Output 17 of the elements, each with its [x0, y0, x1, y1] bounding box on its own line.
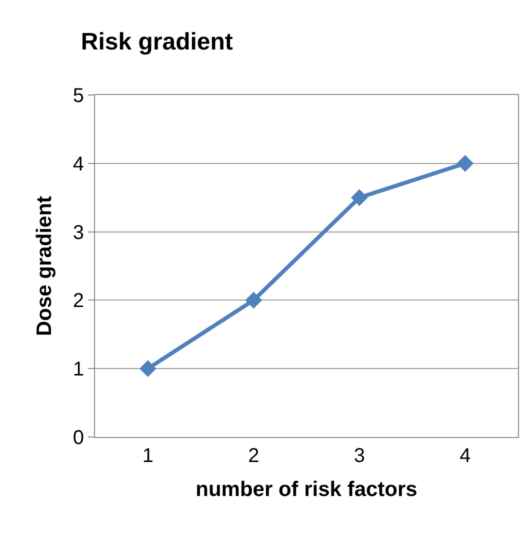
- chart-title: Risk gradient: [80, 28, 233, 56]
- y-tick-label: 5: [72, 85, 84, 107]
- point: [139, 360, 156, 378]
- point: [245, 292, 262, 309]
- point: [456, 154, 474, 172]
- y-tick-label: 4: [72, 153, 84, 176]
- point: [350, 189, 368, 206]
- y-tick-label: 3: [72, 222, 84, 244]
- y-tick-label: 1: [72, 358, 84, 381]
- x-tick-label: 2: [248, 445, 260, 467]
- y-tick-label: 2: [72, 290, 84, 312]
- y-tick-label: 0: [72, 427, 84, 449]
- x-tick-label: 4: [460, 445, 471, 467]
- x-tick-label: 3: [354, 445, 365, 467]
- y-axis-title: Dose gradient: [33, 196, 56, 336]
- x-axis-title: number of risk factors: [196, 478, 418, 502]
- x-tick-label: 1: [142, 445, 154, 467]
